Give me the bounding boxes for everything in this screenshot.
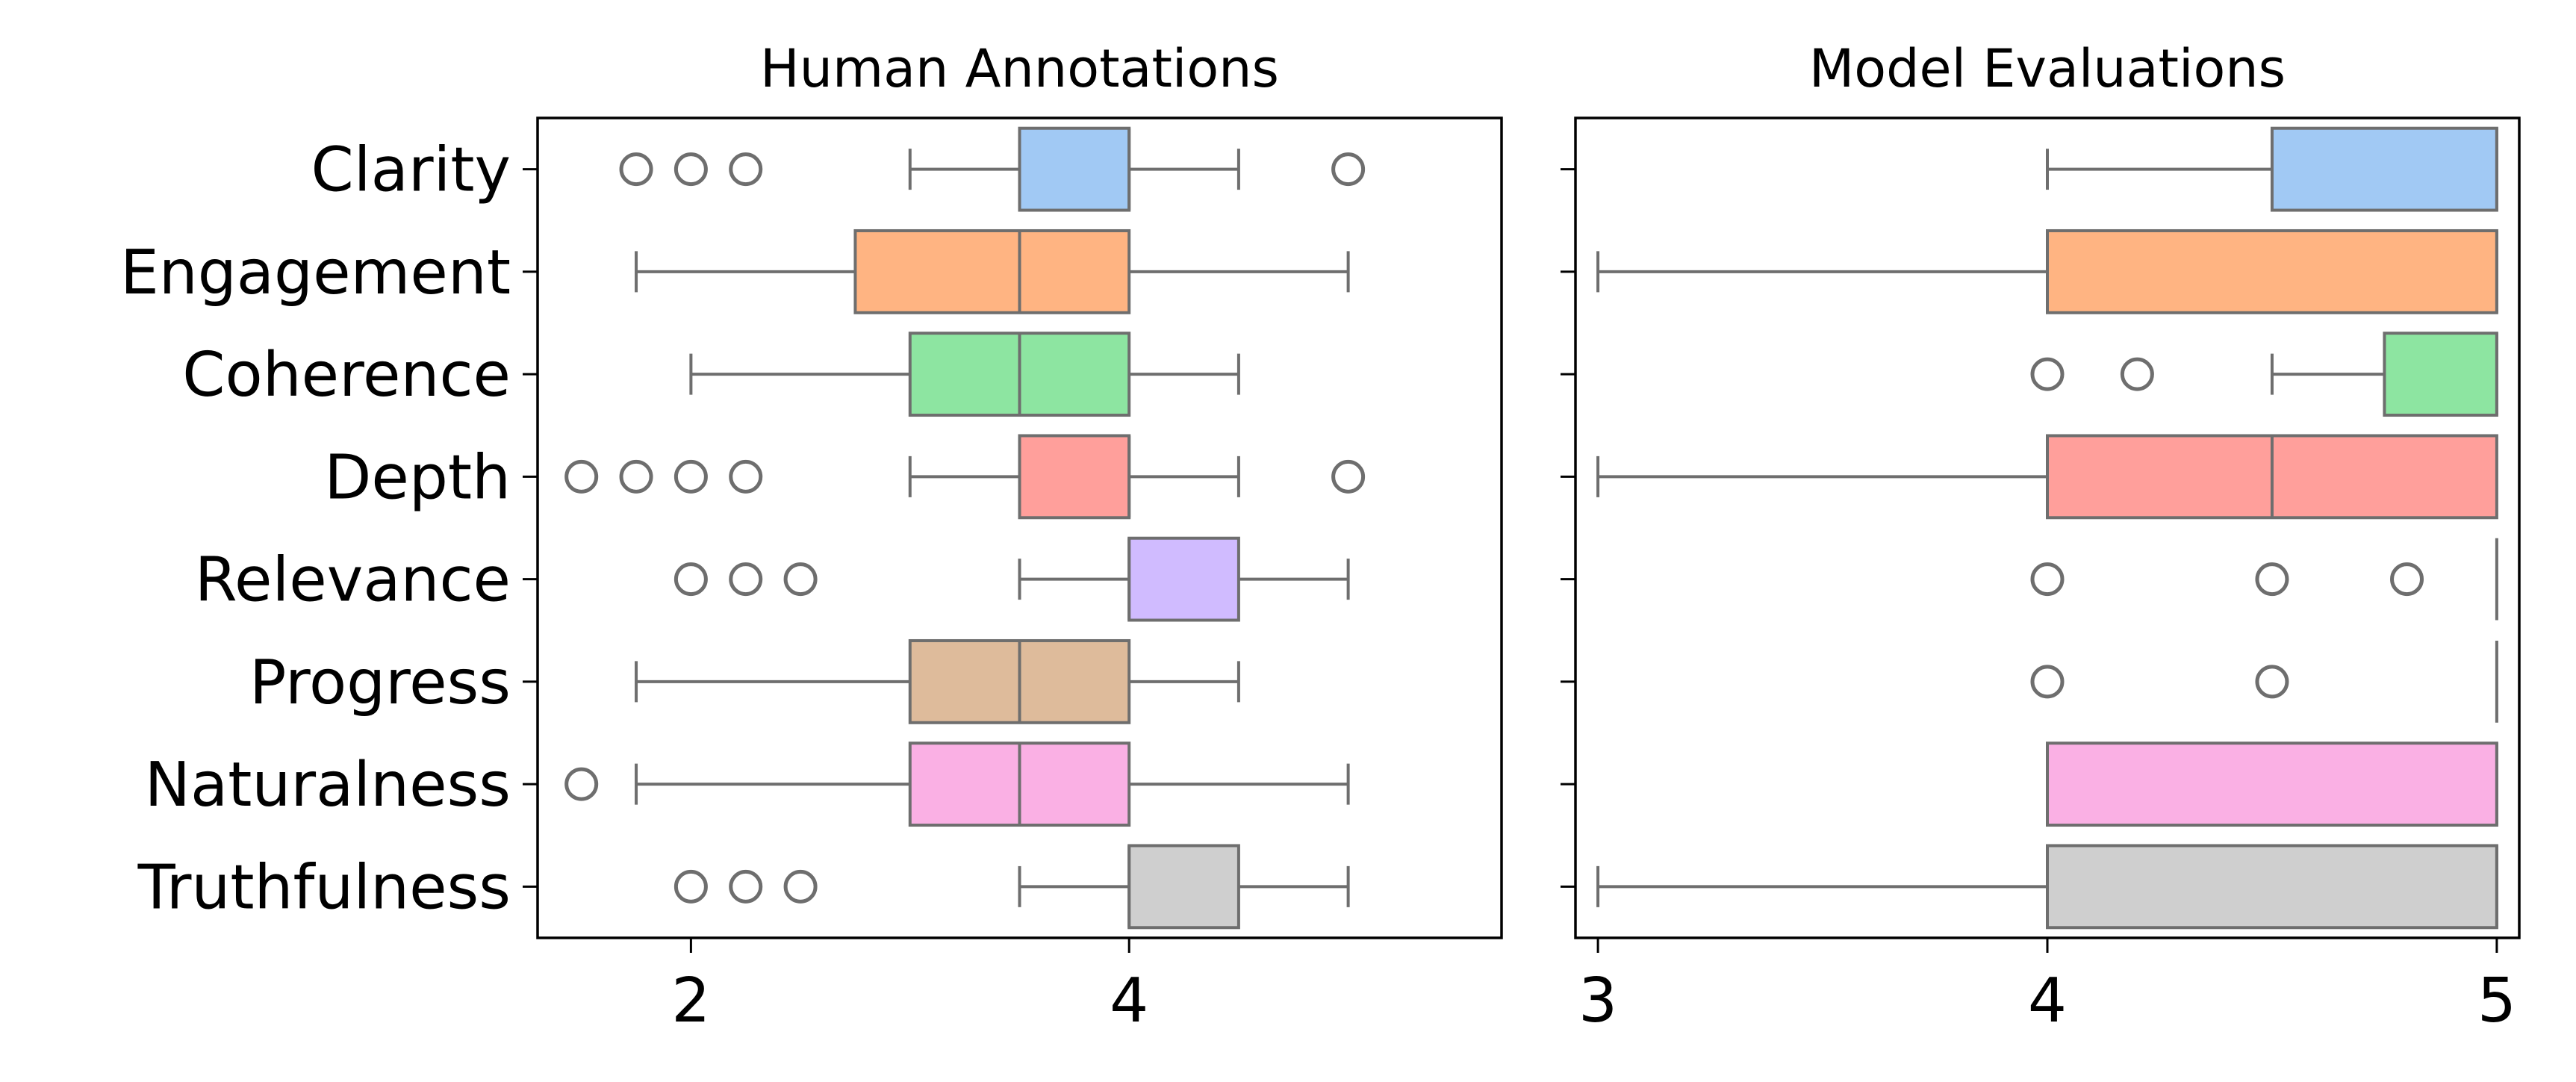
human-annotations-panel: Human Annotations Clarity Engagement Cohere… xyxy=(120,38,1503,1036)
human-box-relevance xyxy=(1127,536,1240,622)
human-box-group-clarity xyxy=(619,126,1366,212)
model-outlier-relevance-2 xyxy=(2390,562,2424,597)
model-outlier-progress-0 xyxy=(2030,665,2065,699)
model-box-group-coherence xyxy=(2030,332,2498,417)
model-panel-title: Model Evaluations xyxy=(1809,38,2286,99)
model-box-truthfulness xyxy=(2046,844,2498,930)
model-outlier-coherence-1 xyxy=(2120,357,2154,391)
human-box-group-relevance xyxy=(673,536,1350,622)
model-xtick-label-3: 3 xyxy=(1578,966,1617,1036)
model-evaluations-panel: Model Evaluations 3 4 5 xyxy=(1561,38,2521,1036)
human-box-engagement xyxy=(853,228,1131,314)
human-box-group-naturalness xyxy=(564,741,1350,827)
model-box-group-engagement xyxy=(1596,228,2498,314)
human-outlier-relevance-2 xyxy=(783,562,818,597)
category-label-depth: Depth xyxy=(324,442,511,513)
human-outlier-depth-1 xyxy=(619,459,653,494)
human-outlier-truthfulness-1 xyxy=(729,869,763,904)
human-box-group-progress xyxy=(635,638,1240,724)
human-box-group-truthfulness xyxy=(673,844,1350,930)
human-outlier-clarity-0 xyxy=(619,152,653,187)
model-box-group-truthfulness xyxy=(1596,844,2498,930)
model-box-group-naturalness xyxy=(2046,741,2498,827)
model-box-group-clarity xyxy=(2046,126,2498,212)
model-box-coherence xyxy=(2383,332,2498,417)
human-outlier-clarity-1 xyxy=(673,152,708,187)
category-label-coherence: Coherence xyxy=(182,340,511,411)
human-outlier-relevance-0 xyxy=(673,562,708,597)
category-label-truthfulness: Truthfulness xyxy=(137,852,511,923)
human-outlier-depth-0 xyxy=(564,459,599,494)
human-outlier-depth-2 xyxy=(673,459,708,494)
human-outlier-clarity-3 xyxy=(1331,152,1366,187)
model-outlier-progress-1 xyxy=(2255,665,2289,699)
human-xtick-label-2: 2 xyxy=(671,966,710,1036)
human-box-group-engagement xyxy=(635,228,1350,314)
model-xtick-label-4: 4 xyxy=(2028,966,2067,1036)
model-outlier-relevance-1 xyxy=(2255,562,2289,597)
human-box-clarity xyxy=(1018,126,1131,212)
model-box-engagement xyxy=(2046,228,2498,314)
human-outlier-truthfulness-2 xyxy=(783,869,818,904)
model-box-clarity xyxy=(2270,126,2498,212)
model-xtick-label-5: 5 xyxy=(2477,966,2516,1036)
model-axes-frame xyxy=(1574,116,2521,939)
human-box-group-depth xyxy=(564,434,1366,520)
category-label-engagement: Engagement xyxy=(120,237,511,308)
category-label-progress: Progress xyxy=(249,647,511,718)
human-box-group-coherence xyxy=(689,332,1240,417)
category-label-naturalness: Naturalness xyxy=(145,750,511,821)
model-outlier-coherence-0 xyxy=(2030,357,2065,391)
human-outlier-clarity-2 xyxy=(729,152,763,187)
human-outlier-depth-3 xyxy=(729,459,763,494)
human-axes-frame xyxy=(536,116,1503,939)
model-box-group-progress xyxy=(2030,640,2498,723)
human-panel-title: Human Annotations xyxy=(760,38,1279,99)
human-outlier-depth-4 xyxy=(1331,459,1366,494)
human-outlier-relevance-1 xyxy=(729,562,763,597)
human-xtick-label-4: 4 xyxy=(1110,966,1148,1036)
human-outlier-truthfulness-0 xyxy=(673,869,708,904)
human-box-depth xyxy=(1018,434,1131,520)
category-label-relevance: Relevance xyxy=(195,545,511,616)
model-box-naturalness xyxy=(2046,741,2498,827)
model-outlier-relevance-0 xyxy=(2030,562,2065,597)
model-box-group-depth xyxy=(1596,434,2498,520)
model-box-group-relevance xyxy=(2030,538,2498,621)
category-label-clarity: Clarity xyxy=(311,135,511,206)
human-outlier-naturalness-0 xyxy=(564,767,599,801)
human-box-truthfulness xyxy=(1127,844,1240,930)
